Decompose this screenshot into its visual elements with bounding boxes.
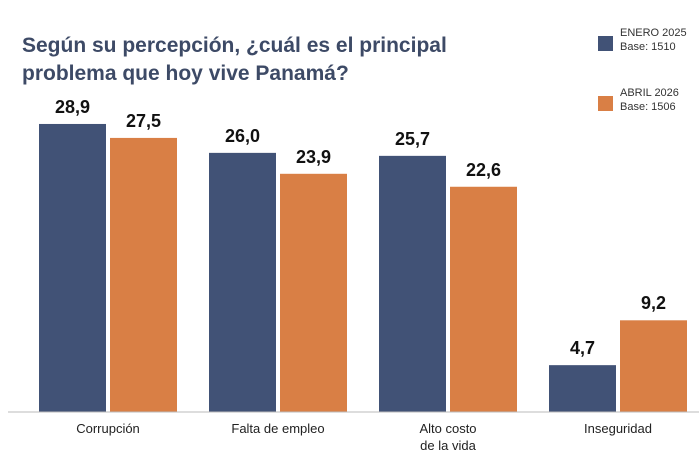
legend-swatch (598, 36, 613, 51)
bar (39, 123, 106, 413)
bar (450, 186, 517, 412)
bar (209, 152, 276, 412)
value-label: 28,9 (54, 96, 91, 117)
value-label: 9,2 (640, 293, 667, 314)
value-label: 26,0 (224, 125, 261, 146)
value-label: 4,7 (569, 338, 596, 359)
value-label: 27,5 (125, 110, 162, 131)
bar (280, 173, 347, 412)
x-tick-label: Falta de empleo (231, 421, 325, 436)
legend-swatch (598, 96, 613, 111)
value-label: 23,9 (295, 146, 332, 167)
bar (379, 155, 446, 412)
bar (620, 320, 687, 412)
value-label: 25,7 (394, 128, 431, 149)
legend-label: ENERO 2025 (620, 27, 687, 39)
bar (110, 137, 177, 412)
x-tick-label: Alto costo de la vida (419, 421, 477, 453)
legend-base: Base: 1506 (620, 101, 676, 113)
bar (549, 365, 616, 412)
legend-label: ABRIL 2026 (620, 87, 679, 99)
legend-base: Base: 1510 (620, 41, 676, 53)
x-tick-label: Corrupción (76, 421, 140, 436)
chart-title: Según su percepción, ¿cuál es el princip… (22, 34, 447, 85)
x-tick-label: Inseguridad (584, 421, 652, 436)
value-label: 22,6 (465, 159, 502, 180)
